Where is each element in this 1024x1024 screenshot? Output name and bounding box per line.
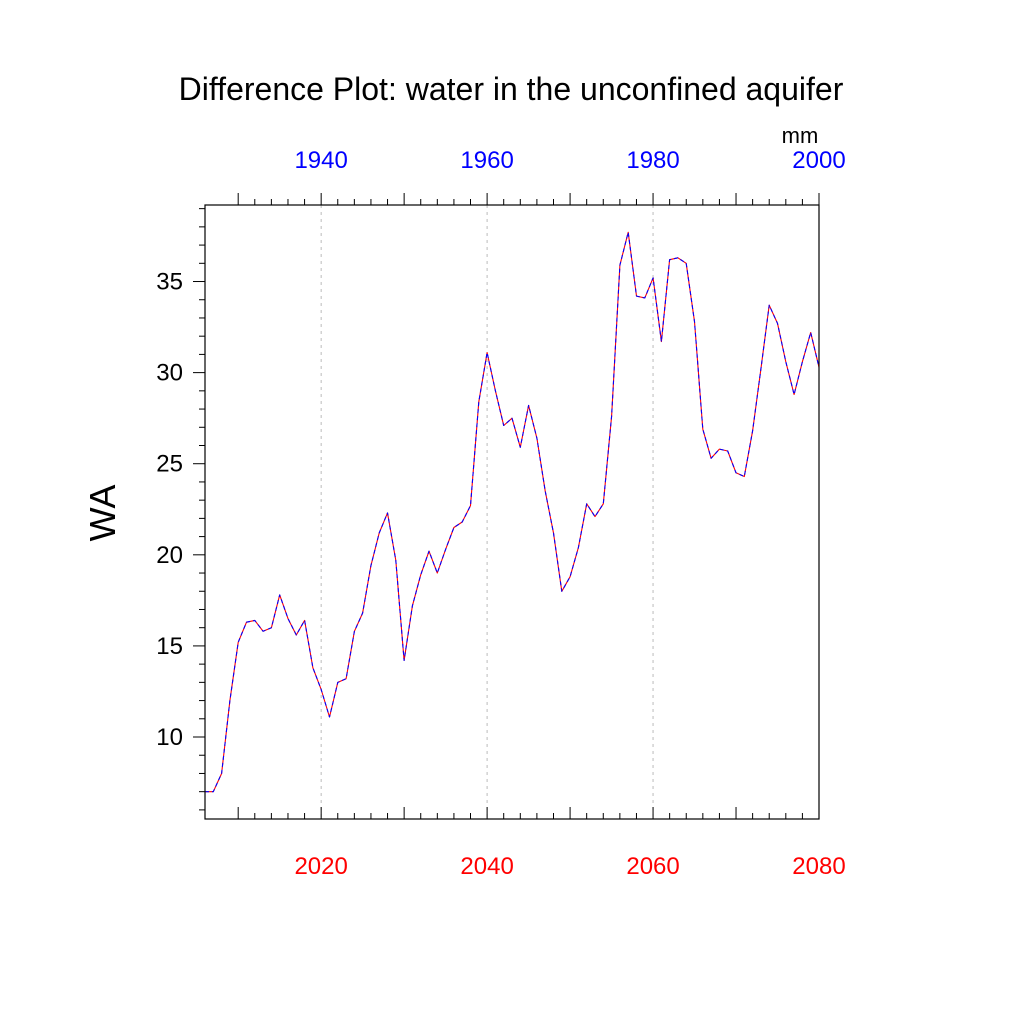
y-tick-label: 30 (156, 360, 183, 387)
data-series (205, 231, 820, 793)
x-top-tick-label: 2000 (792, 147, 845, 174)
x-top-tick-label: 1940 (294, 147, 347, 174)
gridlines (320, 205, 654, 819)
y-tick-label: 15 (156, 633, 183, 660)
x-top-tick-label: 1980 (626, 147, 679, 174)
x-bottom-tick-label: 2080 (792, 853, 845, 880)
x-bottom-tick-label: 2040 (460, 853, 513, 880)
series-line-red (205, 231, 820, 793)
plot-frame (204, 204, 820, 820)
x-bottom-tick-label: 2020 (294, 853, 347, 880)
tick-labels: 10 15 20 25 30 35 2020 2040 2060 2080 1940 1960 1980… (156, 147, 845, 880)
series-line-blue (205, 231, 820, 793)
y-tick-label: 35 (156, 269, 183, 296)
units-label: mm (782, 123, 819, 148)
y-tick-label: 25 (156, 451, 183, 478)
x-bottom-tick-label: 2060 (626, 853, 679, 880)
y-axis-label: WA (82, 485, 123, 542)
x-top-tick-label: 1960 (460, 147, 513, 174)
y-tick-label: 10 (156, 724, 183, 751)
axis-ticks (193, 193, 820, 819)
y-tick-label: 20 (156, 542, 183, 569)
chart-title: Difference Plot: water in the unconfined… (179, 71, 844, 107)
